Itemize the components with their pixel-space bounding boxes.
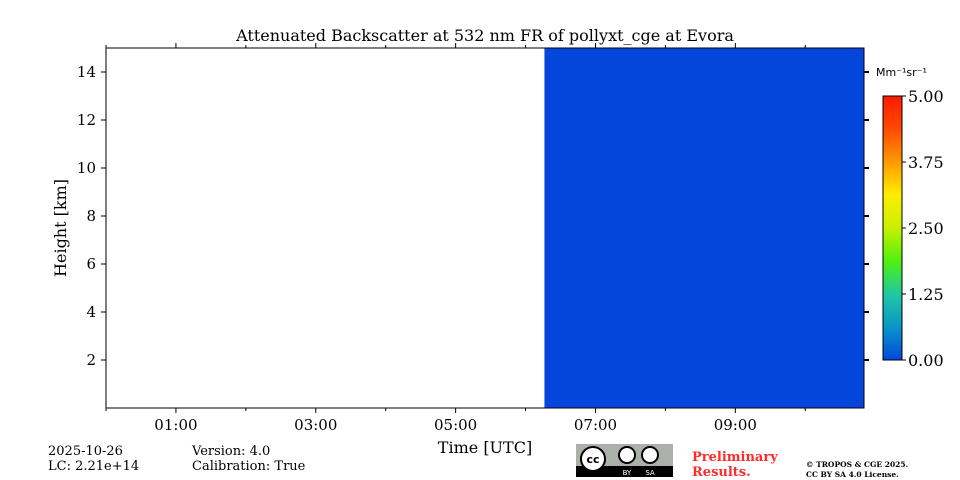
by-icon <box>618 446 636 464</box>
y-tick-label: 8 <box>86 207 96 225</box>
colorbar-tick-label: 3.75 <box>908 153 944 172</box>
x-tick-label: 07:00 <box>574 416 617 434</box>
y-axis-label: Height [km] <box>51 179 70 277</box>
colorbar-tick-label: 2.50 <box>908 219 944 238</box>
colorbar-tick-label: 5.00 <box>908 87 944 106</box>
x-axis-label: Time [UTC] <box>438 438 532 457</box>
footer-date: 2025-10-26 <box>48 444 123 459</box>
data-region <box>544 48 864 408</box>
x-tick-label: 05:00 <box>434 416 477 434</box>
y-tick-label: 12 <box>77 111 96 129</box>
colorbar-gradient <box>882 95 903 361</box>
y-tick-label: 4 <box>86 303 96 321</box>
copyright-line2: CC BY SA 4.0 License. <box>806 470 899 479</box>
colorbar-tick-label: 1.25 <box>908 285 944 304</box>
cc-by-sa-logo: cc BY SA <box>576 444 673 477</box>
cc-icon: cc <box>586 453 599 466</box>
y-tick-label: 10 <box>77 159 96 177</box>
footer-lc: LC: 2.21e+14 <box>48 459 139 474</box>
footer-calibration: Calibration: True <box>192 459 306 474</box>
x-tick-label: 01:00 <box>154 416 197 434</box>
footer-version: Version: 4.0 <box>191 444 270 459</box>
x-tick-label: 03:00 <box>294 416 337 434</box>
y-tick-label: 2 <box>86 351 96 369</box>
colorbar-unit: Mm⁻¹sr⁻¹ <box>876 66 927 79</box>
plot-frame <box>105 47 865 409</box>
y-tick-label: 14 <box>77 63 96 81</box>
colorbar-tick-label: 0.00 <box>908 351 944 370</box>
sa-label: SA <box>645 469 655 477</box>
colorbar: 0.00 1.25 2.50 3.75 5.00 <box>882 87 944 370</box>
copyright-line1: © TROPOS & CGE 2025. <box>806 460 908 469</box>
x-tick-label: 09:00 <box>714 416 757 434</box>
chart-title: Attenuated Backscatter at 532 nm FR of p… <box>235 26 734 45</box>
preliminary-line1: Preliminary <box>692 450 778 465</box>
preliminary-line2: Results. <box>692 465 751 480</box>
y-tick-label: 6 <box>86 255 96 273</box>
plot-area: 01:00 03:00 05:00 07:00 09:00 2 4 6 8 10 12 14 <box>77 43 869 434</box>
by-label: BY <box>623 469 632 477</box>
sa-icon <box>641 446 659 464</box>
